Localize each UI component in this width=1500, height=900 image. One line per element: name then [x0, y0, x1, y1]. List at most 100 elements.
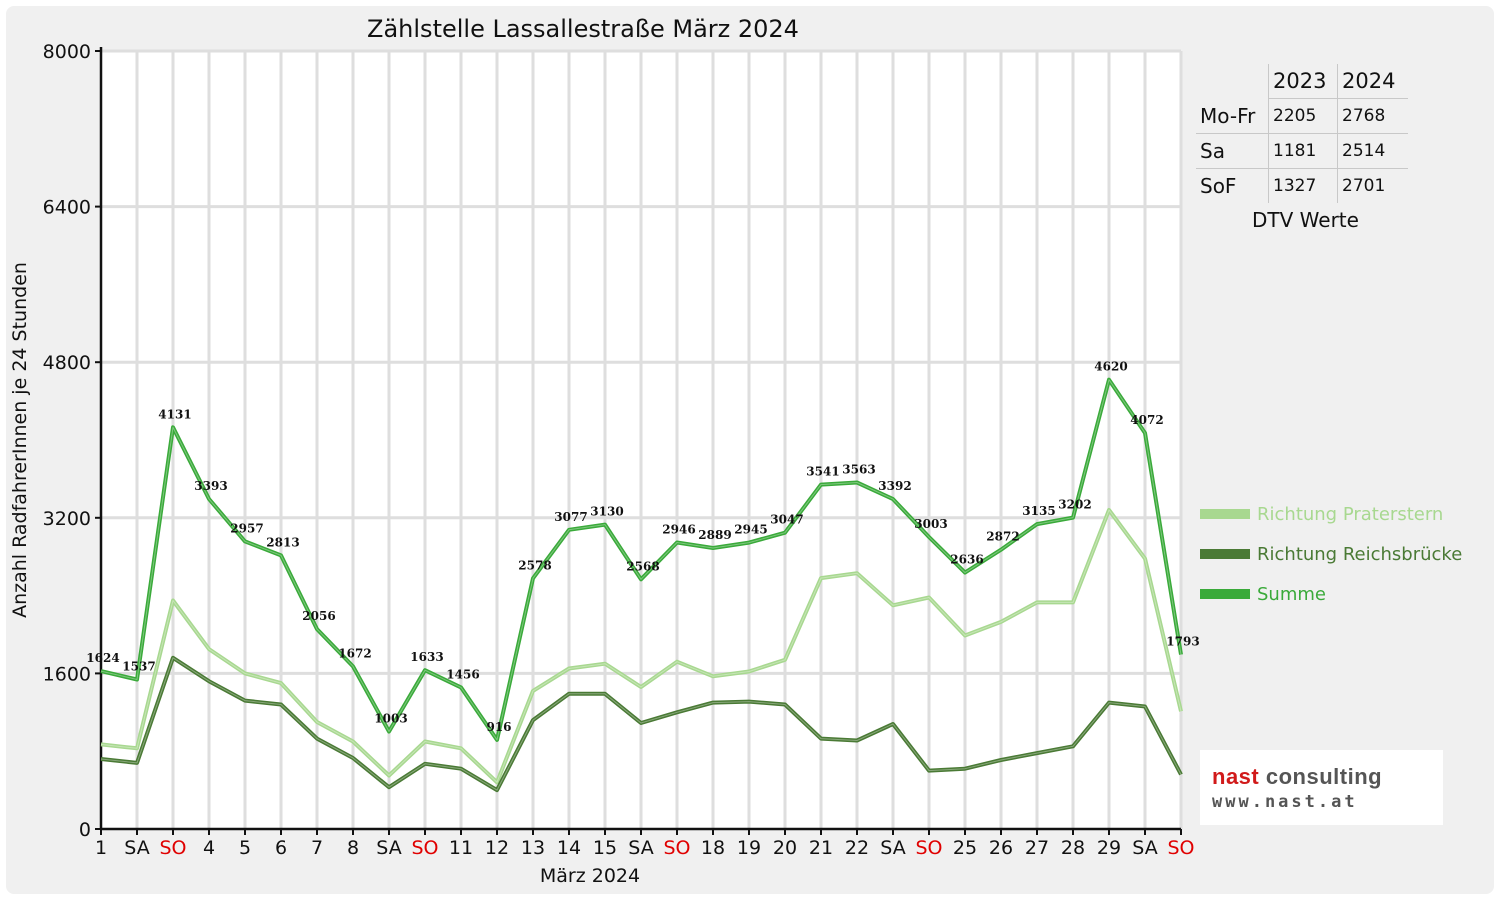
data-label: 3541: [806, 465, 839, 479]
company-logo: nast consulting www.nast.at: [1200, 750, 1443, 825]
x-tick-label: 14: [557, 837, 581, 859]
y-tick-label: 1600: [43, 663, 91, 685]
data-label: 1624: [86, 651, 119, 665]
legend-item-praterstern: Richtung Praterstern: [1200, 494, 1462, 534]
data-label: 2945: [734, 523, 767, 537]
series-line-highlight: [100, 657, 1182, 791]
data-label: 2568: [626, 559, 659, 573]
logo-url: www.nast.at: [1212, 792, 1358, 812]
legend-item-summe: Summe: [1200, 574, 1462, 614]
series-line-2: [100, 377, 1183, 742]
x-tick-label: 15: [593, 837, 617, 859]
dtv-row-label: SoF: [1196, 168, 1269, 203]
data-label: 4620: [1094, 360, 1127, 374]
legend-swatch: [1200, 589, 1250, 599]
x-tick-label: 8: [347, 837, 359, 859]
y-tick-label: 8000: [43, 41, 91, 63]
x-tick-label: SO: [663, 837, 690, 859]
data-label: 3047: [770, 513, 803, 527]
dtv-header-row: 2023 2024: [1196, 64, 1408, 99]
data-label: 916: [486, 720, 511, 734]
x-tick-label: SA: [376, 837, 401, 859]
x-tick-label: 26: [989, 837, 1013, 859]
x-tick-label: 20: [773, 837, 797, 859]
dtv-col-2023: 2023: [1268, 64, 1338, 99]
dtv-cell: 1181: [1268, 133, 1338, 169]
series-layer: [100, 377, 1183, 793]
dtv-cell: 2701: [1342, 176, 1386, 196]
chart-title: Zählstelle Lassallestraße März 2024: [367, 15, 799, 43]
x-tick-label: 19: [737, 837, 761, 859]
legend-label: Summe: [1257, 583, 1326, 605]
data-label: 2056: [302, 609, 335, 623]
x-tick-label: SO: [915, 837, 942, 859]
data-label: 2872: [986, 530, 1019, 544]
logo-name: nast consulting: [1212, 764, 1382, 790]
x-tick-label: SA: [628, 837, 653, 859]
dtv-row: SoF 1327 2701: [1196, 168, 1408, 203]
x-tick-label: 22: [845, 837, 869, 859]
x-tick-label: 1: [95, 837, 107, 859]
series-line-highlight: [100, 379, 1182, 741]
legend-swatch: [1200, 549, 1250, 559]
y-tick-label: 0: [79, 819, 91, 841]
x-tick-label: SA: [880, 837, 905, 859]
x-tick-label: 6: [275, 837, 287, 859]
data-label: 1793: [1166, 635, 1199, 649]
data-label: 3003: [914, 517, 947, 531]
data-label: 3130: [590, 505, 623, 519]
y-axis-title: Anzahl RadfahrerInnen je 24 Stunden: [9, 262, 31, 618]
dtv-corner: [1196, 64, 1269, 99]
x-tick-label: SA: [124, 837, 149, 859]
data-label: 2578: [518, 558, 551, 572]
data-label: 2813: [266, 535, 299, 549]
data-label: 2636: [950, 553, 983, 567]
dtv-cell: 1327: [1268, 168, 1338, 203]
y-tick-label: 6400: [43, 197, 91, 219]
x-tick-label: 13: [521, 837, 545, 859]
y-axis-ticks: 0 1600 3200 4800 6400 8000: [43, 41, 101, 841]
x-tick-label: 5: [239, 837, 251, 859]
data-label: 4131: [158, 407, 191, 421]
x-tick-label: SO: [159, 837, 186, 859]
y-tick-label: 3200: [43, 508, 91, 530]
legend-item-reichsbruecke: Richtung Reichsbrücke: [1200, 534, 1462, 574]
y-tick-label: 4800: [43, 352, 91, 374]
series-line-0: [100, 508, 1183, 785]
x-tick-label: 11: [449, 837, 473, 859]
legend-swatch: [1200, 509, 1250, 519]
data-label: 1456: [446, 667, 479, 681]
dtv-cell: 2514: [1337, 133, 1408, 169]
data-label: 4072: [1130, 413, 1163, 427]
dtv-row: Sa 1181 2514: [1196, 133, 1408, 169]
x-tick-label: 4: [203, 837, 215, 859]
data-label: 2889: [698, 528, 731, 542]
dtv-row: Mo-Fr 2205 2768: [1196, 98, 1408, 134]
dtv-cell: 2768: [1337, 98, 1408, 134]
data-label: 3202: [1058, 498, 1091, 512]
grid: [101, 49, 1183, 829]
data-label: 3077: [554, 510, 587, 524]
data-label: 2946: [662, 523, 695, 537]
x-tick-label: SA: [1132, 837, 1157, 859]
data-label: 1003: [374, 711, 407, 725]
legend: Richtung Praterstern Richtung Reichsbrüc…: [1200, 494, 1462, 614]
data-label: 3135: [1022, 504, 1055, 518]
x-tick-label: 25: [953, 837, 977, 859]
x-tick-label: SO: [411, 837, 438, 859]
dtv-cell: 2205: [1268, 98, 1338, 134]
data-label: 3392: [878, 479, 911, 493]
data-label: 1633: [410, 650, 443, 664]
dtv-col-2024: 2024: [1337, 64, 1408, 99]
x-axis-title: März 2024: [540, 865, 640, 887]
data-label: 3563: [842, 462, 875, 476]
x-tick-label: 28: [1061, 837, 1085, 859]
x-tick-label: 21: [809, 837, 833, 859]
logo-name-part2: consulting: [1259, 764, 1383, 789]
series-line-highlight: [100, 509, 1182, 783]
data-label: 1537: [122, 660, 155, 674]
series-line-1: [100, 655, 1183, 793]
data-label: 3393: [194, 479, 227, 493]
legend-label: Richtung Reichsbrücke: [1257, 543, 1463, 565]
